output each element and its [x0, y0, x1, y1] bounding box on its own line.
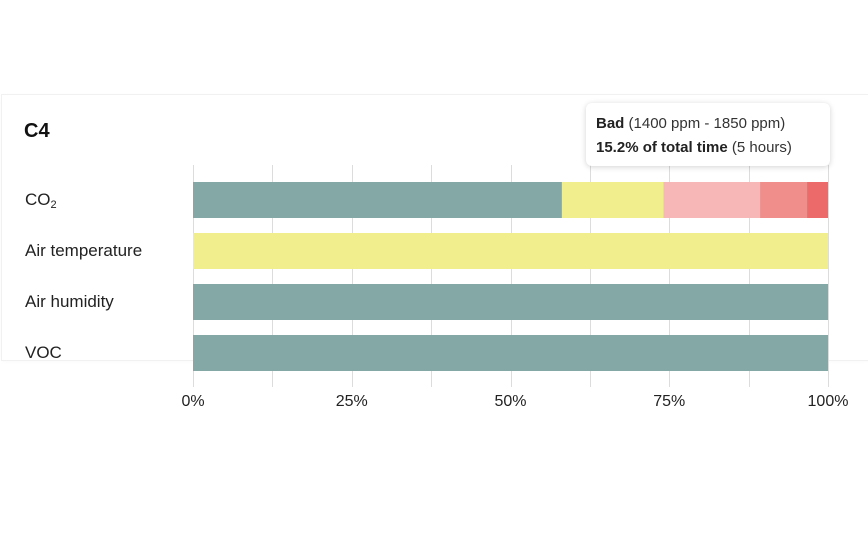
x-tick-label-2: 50%	[494, 393, 526, 410]
tooltip-line-share: 15.2% of total time (5 hours)	[596, 139, 792, 156]
tooltip-line-range: Bad (1400 ppm - 1850 ppm)	[596, 115, 785, 132]
tooltip-status: Bad	[596, 115, 625, 132]
x-tick-label-0: 0%	[181, 393, 204, 410]
bar-segment-row0-very_bad	[807, 182, 828, 218]
row-label-voc: VOC	[25, 343, 62, 362]
bar-segment-row3-good	[193, 335, 828, 371]
row-label-co2-subscript: 2	[50, 199, 57, 211]
bar-segment-row0-poor	[663, 182, 761, 218]
x-tick-label-3: 75%	[653, 393, 685, 410]
row-label-air-temperature: Air temperature	[25, 241, 143, 260]
bar-segment-row0-bad	[760, 182, 808, 218]
tooltip-share: 15.2% of total time	[596, 139, 728, 156]
x-tick-label-1: 25%	[336, 393, 368, 410]
row-label-air-humidity: Air humidity	[25, 292, 114, 311]
bar-segment-row1-fair	[193, 233, 828, 269]
bar-segment-row0-good	[193, 182, 562, 218]
card-title: C4	[24, 120, 50, 142]
row-label-co2: CO2	[25, 190, 57, 211]
tooltip-range: (1400 ppm - 1850 ppm)	[628, 115, 786, 132]
tooltip: Bad (1400 ppm - 1850 ppm) 15.2% of total…	[586, 103, 830, 166]
row-label-co2-text: CO	[25, 190, 51, 209]
bar-segment-row2-good	[193, 284, 828, 320]
tooltip-duration: (5 hours)	[731, 139, 792, 156]
bar-segment-row0-fair	[561, 182, 664, 218]
x-tick-label-4: 100%	[808, 393, 849, 410]
